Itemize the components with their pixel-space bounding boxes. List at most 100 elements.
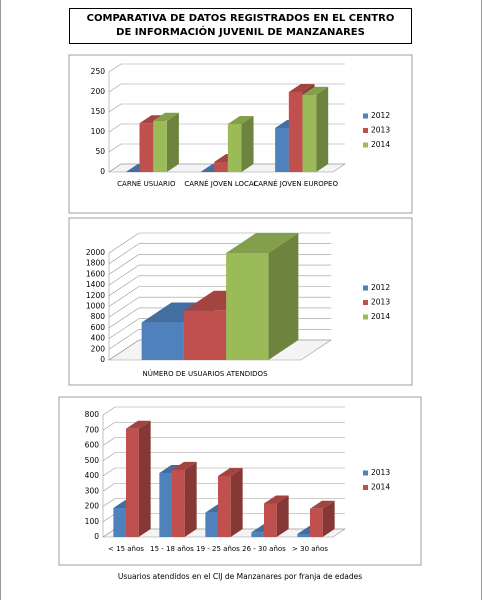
- y-tick-label: 0: [94, 532, 99, 541]
- grid-line: [108, 307, 140, 329]
- legend-label: 2012: [371, 283, 390, 292]
- grid-line: [108, 232, 140, 254]
- y-tick-label: 700: [85, 425, 100, 434]
- legend-swatch: [363, 285, 368, 291]
- bar-side: [138, 420, 151, 537]
- y-tick-label: 0: [100, 167, 105, 176]
- bar: [275, 128, 289, 172]
- bar-top: [302, 86, 329, 95]
- y-tick-label: 800: [91, 312, 106, 321]
- bar-top: [226, 233, 299, 253]
- legend-label: 2012: [371, 111, 390, 120]
- bar: [214, 162, 228, 172]
- y-tick-label: 300: [85, 486, 100, 495]
- grid-line: [108, 254, 140, 275]
- x-tick-label: 19 - 25 años: [196, 545, 240, 553]
- grid-line: [108, 329, 140, 350]
- grid-line: [108, 83, 122, 93]
- bar-top: [310, 500, 335, 509]
- bar: [126, 428, 139, 537]
- grid-line: [108, 286, 140, 307]
- grid-line: [102, 406, 116, 416]
- grid-line: [108, 103, 122, 113]
- bar-side: [268, 233, 299, 360]
- legend-swatch: [363, 314, 368, 320]
- y-tick-label: 150: [91, 107, 106, 116]
- grid-line: [108, 243, 140, 264]
- y-tick-label: 400: [91, 334, 106, 343]
- bar: [310, 508, 323, 537]
- bar-side: [241, 116, 254, 172]
- legend-label: 2013: [371, 126, 390, 135]
- bar-top: [288, 84, 315, 92]
- caption: Usuarios atendidos en el CIJ de Manzanar…: [118, 572, 362, 581]
- x-tick-label: 15 - 18 años: [150, 545, 194, 553]
- grid-line: [102, 452, 116, 461]
- y-tick-label: 800: [85, 410, 100, 419]
- bar-side: [184, 461, 197, 537]
- legend-label: 2014: [371, 483, 390, 492]
- grid-line: [108, 318, 140, 339]
- y-tick-label: 500: [85, 456, 100, 465]
- grid-line: [108, 163, 122, 173]
- bar: [251, 532, 264, 537]
- legend-swatch: [363, 113, 368, 119]
- grid-line: [102, 513, 116, 522]
- bar: [218, 476, 231, 537]
- legend-label: 2013: [371, 468, 390, 477]
- bar-side: [230, 468, 243, 537]
- x-tick-label: < 15 años: [108, 545, 144, 553]
- legend-swatch: [363, 300, 368, 305]
- y-tick-label: 1600: [86, 269, 105, 278]
- grid-line: [102, 528, 116, 538]
- y-tick-label: 2000: [86, 248, 105, 257]
- y-tick-label: 0: [100, 355, 105, 364]
- legend-swatch: [363, 128, 368, 133]
- grid-line: [108, 264, 140, 286]
- y-tick-label: 1800: [86, 259, 105, 268]
- legend-label: 2014: [371, 140, 390, 149]
- y-tick-label: 50: [95, 147, 105, 156]
- grid-line: [102, 437, 116, 446]
- bar-top: [126, 420, 151, 429]
- legend-swatch: [363, 142, 368, 148]
- y-tick-label: 250: [91, 67, 106, 76]
- grid-line: [108, 123, 122, 133]
- legend-label: 2013: [371, 298, 390, 307]
- bar-top: [264, 495, 289, 504]
- bar-top: [172, 461, 197, 470]
- y-tick-label: 100: [91, 127, 106, 136]
- y-tick-label: 1000: [86, 302, 105, 311]
- grid-line: [102, 422, 116, 431]
- bar-side: [276, 495, 289, 537]
- x-tick-label: > 30 años: [292, 545, 328, 553]
- bar: [297, 533, 310, 537]
- bar: [205, 512, 218, 537]
- y-tick-label: 200: [91, 87, 106, 96]
- title: COMPARATIVA DE DATOS REGISTRADOS EN EL C…: [69, 8, 412, 44]
- y-tick-label: 400: [85, 471, 100, 480]
- bar-top: [153, 112, 179, 121]
- x-tick-label: CARNÉ USUARIO: [117, 180, 176, 188]
- x-tick-label: 26 - 30 años: [242, 545, 286, 553]
- bar: [302, 94, 317, 172]
- legend-swatch: [363, 470, 368, 476]
- bar: [264, 503, 277, 537]
- grid-line: [108, 296, 140, 318]
- bar: [139, 123, 154, 172]
- bar-side: [166, 112, 179, 172]
- y-tick-label: 200: [85, 502, 100, 511]
- bar: [172, 469, 185, 537]
- grid-line: [102, 483, 116, 492]
- bar: [183, 310, 227, 360]
- grid-line: [108, 275, 140, 297]
- bar: [227, 124, 242, 172]
- bar: [153, 120, 167, 172]
- y-tick-label: 600: [91, 323, 106, 332]
- y-tick-label: 100: [85, 517, 100, 526]
- bar: [141, 322, 184, 360]
- grid-line: [102, 498, 116, 507]
- y-tick-label: 1400: [86, 280, 105, 289]
